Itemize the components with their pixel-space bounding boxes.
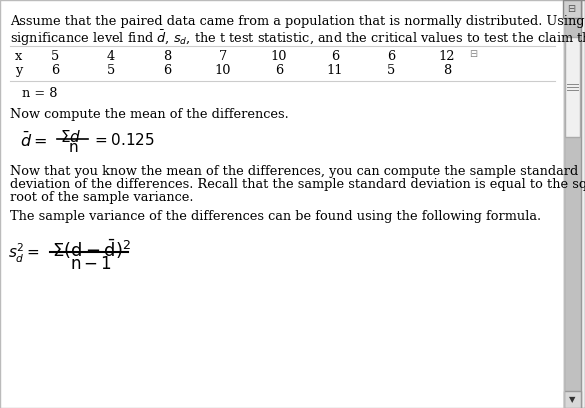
Text: 10: 10: [271, 50, 287, 63]
Text: 8: 8: [443, 64, 451, 77]
Text: x: x: [15, 50, 22, 63]
Text: deviation of the differences. Recall that the sample standard deviation is equal: deviation of the differences. Recall tha…: [10, 178, 585, 191]
Bar: [564, 391, 581, 408]
Text: 5: 5: [387, 64, 395, 77]
Text: n = 8: n = 8: [22, 87, 57, 100]
Text: $\bar{d}=$: $\bar{d}=$: [20, 132, 47, 151]
Text: $= 0.125$: $= 0.125$: [92, 132, 155, 148]
Bar: [564, 0, 581, 17]
Text: Now that you know the mean of the differences, you can compute the sample standa: Now that you know the mean of the differ…: [10, 165, 578, 178]
Text: 5: 5: [51, 50, 59, 63]
Bar: [565, 37, 580, 137]
Text: ▲: ▲: [569, 4, 576, 13]
Text: y: y: [15, 64, 22, 77]
Text: 6: 6: [51, 64, 59, 77]
Text: 7: 7: [219, 50, 227, 63]
Text: 6: 6: [331, 50, 339, 63]
Text: 5: 5: [107, 64, 115, 77]
Text: $\mathrm{n}$: $\mathrm{n}$: [68, 141, 78, 155]
Text: 6: 6: [387, 50, 395, 63]
Text: 12: 12: [439, 50, 455, 63]
Text: The sample variance of the differences can be found using the following formula.: The sample variance of the differences c…: [10, 210, 541, 223]
Text: ▼: ▼: [569, 395, 576, 404]
Text: 6: 6: [275, 64, 283, 77]
Text: 11: 11: [327, 64, 343, 77]
Bar: [563, 0, 581, 18]
Text: 4: 4: [107, 50, 115, 63]
Text: root of the sample variance.: root of the sample variance.: [10, 191, 194, 204]
Bar: [564, 0, 581, 408]
Text: $\Sigma(\mathrm{d}-\bar{\mathrm{d}})^2$: $\Sigma(\mathrm{d}-\bar{\mathrm{d}})^2$: [52, 237, 131, 261]
Text: ⊟: ⊟: [469, 49, 477, 59]
Text: 6: 6: [163, 64, 171, 77]
Text: significance level find $\bar{d}$, $s_d$, the t test statistic, and the critical: significance level find $\bar{d}$, $s_d$…: [10, 28, 585, 48]
Text: Assume that the paired data came from a population that is normally distributed.: Assume that the paired data came from a …: [10, 15, 585, 28]
Text: $s_d^2=$: $s_d^2=$: [8, 242, 40, 265]
Text: $\Sigma d$: $\Sigma d$: [60, 129, 81, 145]
Text: Now compute the mean of the differences.: Now compute the mean of the differences.: [10, 108, 289, 121]
Text: 8: 8: [163, 50, 171, 63]
Text: $\mathrm{n}-1$: $\mathrm{n}-1$: [70, 256, 112, 273]
Text: 10: 10: [215, 64, 231, 77]
Text: ⊟: ⊟: [567, 4, 576, 14]
